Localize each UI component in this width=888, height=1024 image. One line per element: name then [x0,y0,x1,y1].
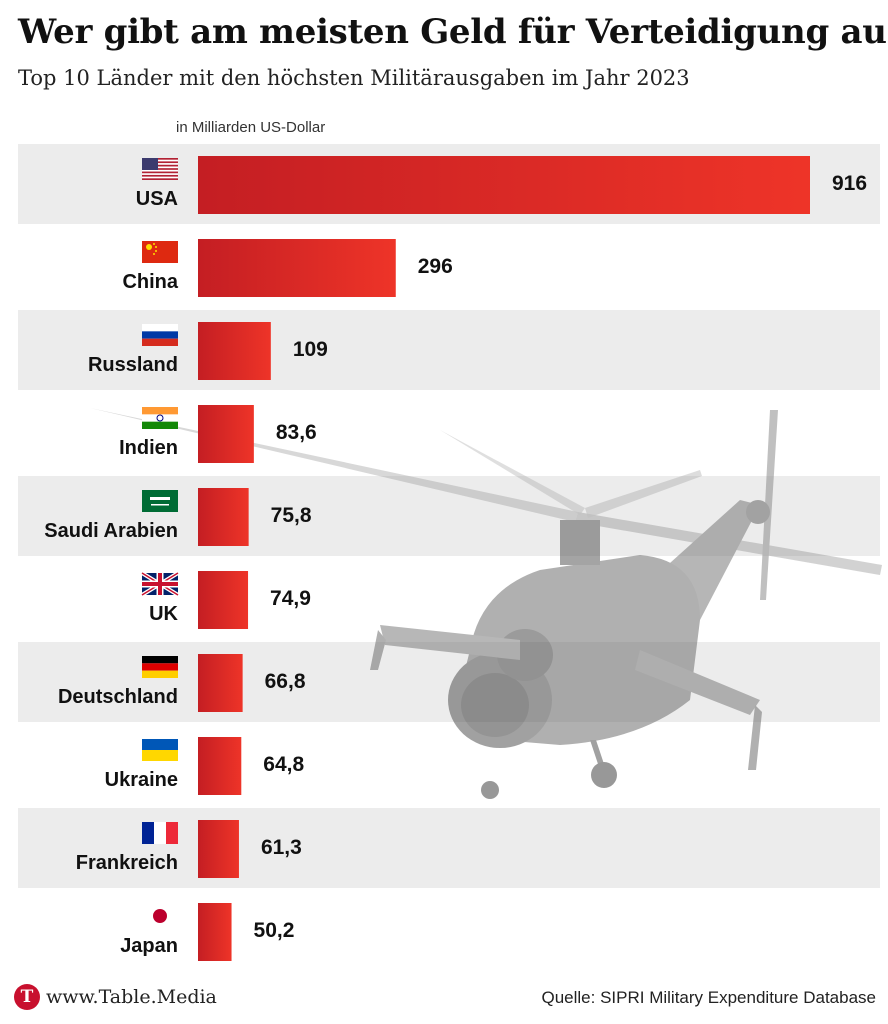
bar-russland [198,322,271,380]
value-label: 296 [417,254,453,278]
row-band [18,808,880,888]
footer-url: www.Table.Media [46,986,217,1008]
bar-frankreich [198,820,239,878]
india-flag-icon [142,407,178,429]
china-flag-icon [142,241,178,263]
japan-flag-icon [142,905,178,927]
source-note: Quelle: SIPRI Military Expenditure Datab… [541,988,877,1007]
row-band [18,310,880,390]
category-label: Frankreich [75,852,178,874]
chart-title: Wer gibt am meisten Geld für Verteidigun… [18,12,888,52]
value-label: 916 [832,171,868,195]
france-flag-icon [142,822,178,844]
bar-china [198,239,396,297]
category-label: Deutschland [57,686,178,708]
value-label: 83,6 [275,420,317,444]
bar-indien [198,405,254,463]
category-label: Saudi Arabien [44,520,178,542]
category-label: Russland [87,354,178,376]
category-label: UK [149,603,178,625]
category-label: China [122,271,178,293]
russia-flag-icon [142,324,178,346]
bar-ukraine [198,737,242,795]
ukraine-flag-icon [142,739,178,761]
value-label: 50,2 [253,918,295,942]
bar-saudi-arabien [198,488,249,546]
category-label: USA [135,188,178,210]
unit-label: in Milliarden US-Dollar [176,119,326,136]
category-label: Indien [119,437,178,459]
bar-uk [198,571,249,629]
bar-japan [198,903,232,961]
us-flag-icon [142,158,178,180]
bar-deutschland [198,654,243,712]
bar-usa [198,156,810,214]
category-label: Japan [120,935,178,957]
value-label: 61,3 [260,835,302,859]
value-label: 64,8 [263,752,305,776]
value-label: 66,8 [264,669,306,693]
logo-icon: T [14,984,40,1010]
value-label: 74,9 [270,586,311,610]
saudi-arabia-flag-icon [142,490,178,512]
uk-flag-icon [140,571,180,597]
table-media-logo[interactable]: T www.Table.Media [14,984,217,1010]
germany-flag-icon [142,656,178,678]
value-label: 75,8 [270,503,312,527]
chart-subtitle: Top 10 Länder mit den höchsten Militärau… [18,66,690,90]
value-label: 109 [292,337,328,361]
category-label: Ukraine [104,769,178,791]
